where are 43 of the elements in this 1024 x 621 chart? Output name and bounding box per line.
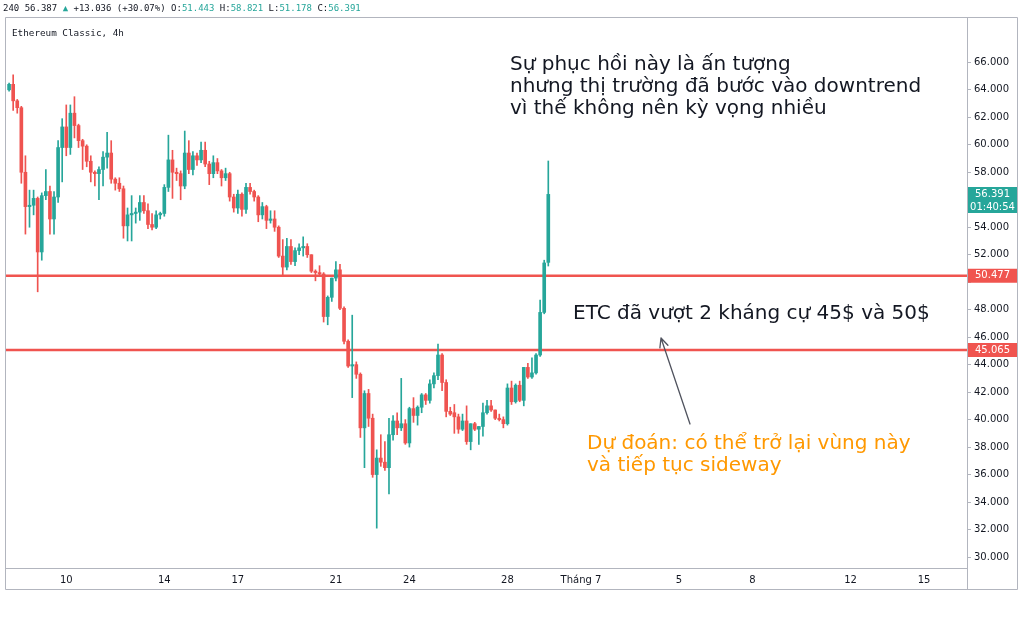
annotation: ETC đã vượt 2 kháng cự 45$ và 50$ (573, 300, 930, 324)
y-tick-label: 38.000 (974, 440, 1009, 452)
x-tick-label: 17 (231, 573, 245, 585)
y-tick-label: 48.000 (974, 303, 1009, 315)
x-tick-label: 8 (749, 573, 756, 585)
y-tick-label: 34.000 (974, 495, 1009, 507)
candlestick (350, 314, 355, 398)
y-tick-label: 54.000 (974, 220, 1009, 232)
y-tick-label: 44.000 (974, 358, 1009, 370)
y-tick-label: 52.000 (974, 248, 1009, 260)
text: 01:40:54 (968, 200, 1017, 214)
y-tick-label: 40.000 (974, 413, 1009, 425)
annotation: Sự phục hồi này là ấn tượng nhưng thị trường đã bước vào downtrend vì thế không nên kỳ vọng nhiều (510, 51, 922, 119)
y-tick-label: 60.000 (974, 138, 1009, 150)
x-tick-label: 21 (329, 573, 343, 585)
candlestick (399, 378, 404, 431)
x-tick-label: 10 (59, 573, 73, 585)
x-tick-label: Tháng 7 (559, 573, 602, 585)
x-tick-label: 15 (917, 573, 931, 585)
y-tick-label: 32.000 (974, 523, 1009, 535)
text: 56.391 (328, 3, 361, 13)
ref-line-label: 50.477 (975, 269, 1010, 281)
y-tick-label: 64.000 (974, 83, 1009, 95)
x-tick-label: 28 (501, 573, 514, 585)
y-tick-label: 62.000 (974, 110, 1009, 122)
y-tick-label: 66.000 (974, 55, 1009, 67)
y-tick-label: 36.000 (974, 468, 1009, 480)
candlestick (374, 449, 379, 529)
candlestick (301, 236, 306, 257)
text: 56.391 (975, 188, 1010, 200)
y-tick-label: 30.000 (974, 550, 1009, 562)
y-tick-label: 42.000 (974, 385, 1009, 397)
text: Ethereum Classic, 4h (12, 27, 124, 39)
ref-line-label: 45.065 (975, 343, 1010, 355)
text: 240 56.387 ▲ +13.036 (+30.07%) O:51.443 H:58.821 L:51.178 C: (3, 3, 329, 13)
annotation: Dự đoán: có thể trở lại vùng này và tiếp tục sideway (587, 430, 911, 476)
y-tick-label: 58.000 (974, 165, 1009, 177)
y-tick-label: 46.000 (974, 330, 1009, 342)
x-tick-label: 5 (675, 573, 683, 585)
candlestick (378, 434, 383, 467)
x-tick-label: 24 (403, 573, 416, 585)
x-tick-label: 12 (844, 573, 857, 585)
x-tick-label: 14 (157, 573, 171, 585)
